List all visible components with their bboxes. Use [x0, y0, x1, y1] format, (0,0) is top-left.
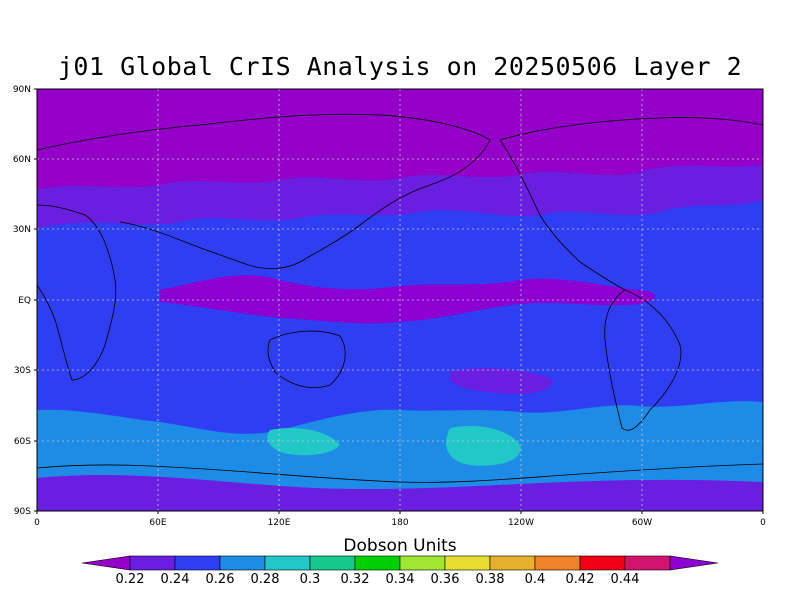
colorbar-swatch [174, 555, 221, 571]
colorbar-label: 0.42 [566, 572, 595, 587]
coast-antarctica [37, 463, 763, 483]
field-teal-patch [446, 425, 521, 466]
x-tick-label: 60E [149, 518, 166, 528]
colorbar-swatch [444, 555, 491, 571]
units-label: Dobson Units [343, 536, 457, 556]
colorbar-label: 0.36 [431, 572, 460, 587]
colorbar-min-arrow [81, 555, 131, 571]
colorbar-swatch [579, 555, 626, 571]
colorbar-label: 0.32 [341, 572, 370, 587]
colorbar: 0.22 0.24 0.26 0.28 0.3 0.32 0.34 0.36 0.38 0.4 0.… [81, 555, 719, 587]
y-tick-label: 90N [13, 85, 31, 95]
coast-south-america [604, 289, 682, 431]
field-south-patch [450, 368, 553, 395]
x-tick-label: 120W [508, 518, 534, 528]
colorbar-label: 0.28 [251, 572, 280, 587]
colorbar-swatch [264, 555, 311, 571]
grid-lines [37, 89, 763, 511]
colorbar-label: 0.24 [161, 572, 190, 587]
y-axis-labels: 90N 60N 30N EQ 30S 60S 90S [13, 85, 31, 517]
colorbar-label: 0.22 [116, 572, 145, 587]
colorbar-swatch [624, 555, 671, 571]
coastlines [37, 113, 763, 483]
colorbar-swatch [219, 555, 266, 571]
map-title: j01 Global CrIS Analysis on 20250506 Lay… [57, 52, 743, 81]
colorbar-swatch [354, 555, 401, 571]
x-axis-labels: 0 60E 120E 180 120W 60W 0 [34, 518, 766, 528]
colorbar-label: 0.34 [386, 572, 415, 587]
colorbar-label: 0.38 [476, 572, 505, 587]
colorbar-swatch [534, 555, 581, 571]
colorbar-swatch [129, 555, 176, 571]
colorbar-max-arrow [669, 555, 719, 571]
colorbar-swatch [399, 555, 446, 571]
x-tick-label: 120E [268, 518, 291, 528]
colorbar-label: 0.4 [525, 572, 546, 587]
y-tick-label: 30N [13, 225, 31, 235]
field-antarctic [37, 475, 763, 511]
y-tick-label: 60S [14, 437, 31, 447]
tick-marks [34, 88, 764, 514]
x-tick-label: 60W [632, 518, 652, 528]
colorbar-label: 0.26 [206, 572, 235, 587]
field-subarctic [37, 165, 763, 228]
field-teal-patch-2 [267, 427, 340, 456]
colorbar-swatch [309, 555, 356, 571]
x-tick-label: 0 [34, 518, 40, 528]
y-tick-label: 30S [14, 366, 31, 376]
colorbar-label: 0.3 [300, 572, 321, 587]
coast-australia [267, 330, 346, 389]
coast-eurasia [37, 113, 491, 270]
colorbar-swatch [489, 555, 536, 571]
x-tick-label: 180 [391, 518, 408, 528]
y-tick-label: 60N [13, 155, 31, 165]
colorbar-label: 0.44 [611, 572, 640, 587]
field-tropics [160, 275, 655, 324]
x-tick-label: 0 [760, 518, 766, 528]
y-tick-label: EQ [18, 296, 31, 306]
coast-africa [37, 204, 117, 381]
y-tick-label: 90S [14, 507, 31, 517]
coast-north-america [499, 117, 763, 291]
